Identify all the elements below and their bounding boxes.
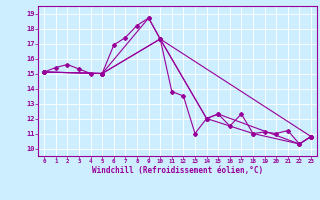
X-axis label: Windchill (Refroidissement éolien,°C): Windchill (Refroidissement éolien,°C): [92, 166, 263, 175]
